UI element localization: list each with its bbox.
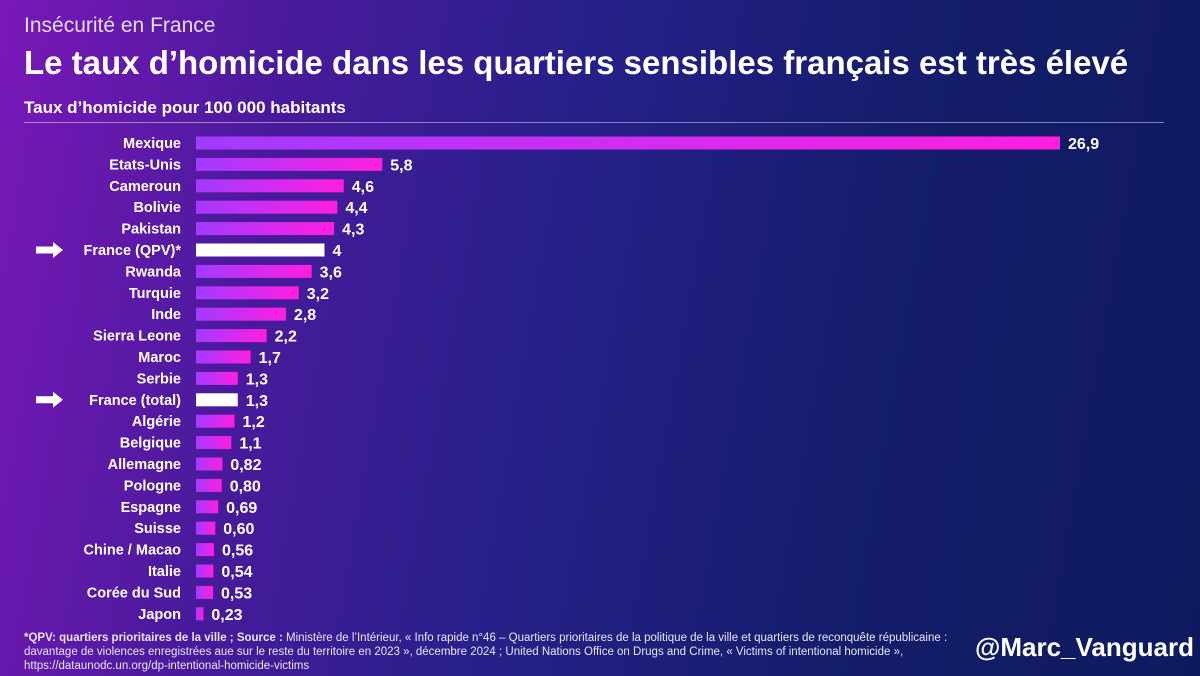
bar <box>196 371 238 385</box>
value-label: 4,6 <box>352 179 374 196</box>
bar <box>196 243 325 257</box>
value-label: 2,2 <box>275 329 297 346</box>
bar <box>196 286 299 300</box>
category-label: Espagne <box>121 500 181 516</box>
footnote-bold: *QPV: quartiers prioritaires de la ville… <box>24 632 283 644</box>
category-label: Pakistan <box>121 222 181 238</box>
category-label: France (QPV)* <box>84 243 182 259</box>
bar <box>196 543 214 557</box>
value-label: 0,82 <box>230 457 261 474</box>
category-label: Cameroun <box>109 179 181 195</box>
category-label: Serbie <box>137 371 181 387</box>
category-label: Allemagne <box>108 457 181 473</box>
bar <box>196 179 344 193</box>
value-label: 26,9 <box>1068 136 1099 153</box>
value-label: 0,53 <box>221 585 252 602</box>
bar <box>196 585 214 599</box>
category-label: Etats-Unis <box>109 157 181 173</box>
bar <box>196 157 383 171</box>
bar <box>196 393 238 407</box>
chart-title: Le taux d’homicide dans les quartiers se… <box>24 44 1129 81</box>
value-label: 4,4 <box>345 200 367 217</box>
value-label: 1,3 <box>246 393 268 410</box>
category-label: Corée du Sud <box>87 585 181 601</box>
value-label: 3,6 <box>320 264 342 281</box>
bar <box>196 564 214 578</box>
value-label: 5,8 <box>390 157 412 174</box>
category-label: Pologne <box>124 478 181 494</box>
bar <box>196 222 335 236</box>
bar <box>196 478 222 492</box>
chart-subtitle: Taux d’homicide pour 100 000 habitants <box>24 98 346 117</box>
value-label: 1,7 <box>259 350 281 367</box>
category-label: Bolivie <box>133 200 181 216</box>
bar <box>196 329 267 343</box>
category-label: Algérie <box>132 414 181 430</box>
value-label: 4,3 <box>342 222 364 239</box>
category-label: Inde <box>151 307 181 323</box>
bar <box>196 200 338 214</box>
bar <box>196 307 286 321</box>
bar <box>196 500 219 514</box>
bar <box>196 264 312 278</box>
bar <box>196 457 223 471</box>
value-label: 0,69 <box>226 500 257 517</box>
category-label: Suisse <box>134 521 181 537</box>
value-label: 0,80 <box>230 478 261 495</box>
value-label: 4 <box>332 243 341 260</box>
value-label: 1,3 <box>246 371 268 388</box>
category-label: Italie <box>148 564 181 580</box>
value-label: 0,60 <box>223 521 254 538</box>
value-label: 0,23 <box>211 607 242 624</box>
header-divider <box>24 122 1164 123</box>
category-label: Chine / Macao <box>84 543 182 559</box>
value-label: 2,8 <box>294 307 316 324</box>
category-label: Maroc <box>138 350 181 366</box>
bar <box>196 436 232 450</box>
bar <box>196 136 1060 150</box>
highlight-arrow-icon <box>36 242 63 258</box>
footnote: *QPV: quartiers prioritaires de la ville… <box>24 631 974 673</box>
value-label: 1,2 <box>243 414 265 431</box>
category-label: Sierra Leone <box>93 329 181 345</box>
bar <box>196 414 235 428</box>
highlight-arrow-icon <box>36 391 63 408</box>
category-label: Rwanda <box>125 264 182 280</box>
category-label: France (total) <box>89 393 181 409</box>
footnote-text: Ministère de l’Intérieur, « Info rapide … <box>24 632 948 672</box>
value-label: 0,56 <box>222 543 253 560</box>
value-label: 3,2 <box>307 286 329 303</box>
category-label: Turquie <box>129 286 181 302</box>
author-handle: @Marc_Vanguard <box>975 632 1194 662</box>
bar <box>196 607 204 621</box>
category-label: Belgique <box>120 436 181 452</box>
value-label: 0,54 <box>221 564 252 581</box>
bar <box>196 350 251 364</box>
topic-label: Insécurité en France <box>24 14 216 37</box>
bar <box>196 521 216 535</box>
category-label: Japon <box>138 607 181 623</box>
value-label: 1,1 <box>239 436 261 453</box>
category-label: Mexique <box>123 136 181 152</box>
